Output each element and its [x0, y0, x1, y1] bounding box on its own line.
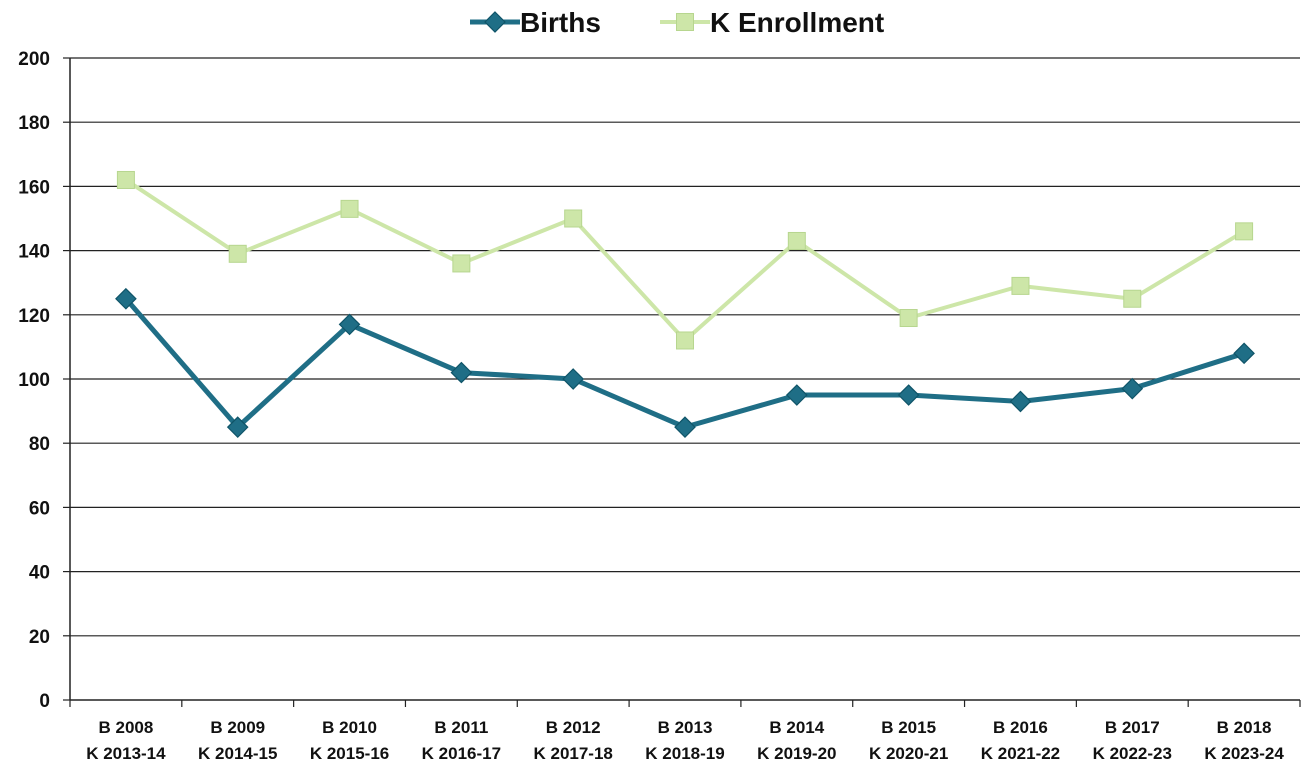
y-tick-label: 100: [18, 370, 50, 391]
data-point-k-enrollment: [564, 209, 583, 228]
axes: 0 20 40 60 80 100 120 140 160 180 200 B 2008 K 2013-…: [18, 49, 1301, 763]
y-tick-label: 20: [29, 627, 50, 648]
x-tick-label: B 2017: [1105, 718, 1160, 737]
legend-item: Births: [470, 7, 601, 38]
x-tick-label: K 2022-23: [1093, 744, 1172, 763]
series-k-enrollment: [116, 170, 1254, 350]
y-tick-label: 40: [29, 563, 50, 584]
y-tick-label: 160: [18, 177, 50, 198]
x-tick-label: B 2014: [769, 718, 824, 737]
y-tick-label: 180: [18, 113, 50, 134]
x-tick-label: B 2012: [546, 718, 601, 737]
x-tick-label: B 2009: [210, 718, 265, 737]
data-point-k-enrollment: [787, 231, 806, 250]
y-tick-label: 0: [39, 691, 50, 712]
data-point-k-enrollment: [452, 254, 471, 273]
data-point-k-enrollment: [1123, 289, 1142, 308]
gridlines: [70, 57, 1300, 637]
x-tick-label: K 2017-18: [533, 744, 612, 763]
data-point-births: [897, 384, 920, 406]
data-point-k-enrollment: [1235, 222, 1254, 241]
series-births: [115, 287, 1255, 438]
data-point-births: [226, 416, 249, 438]
legend-label: Births: [520, 7, 601, 38]
y-tick-label: 60: [29, 498, 50, 519]
x-tick-label: K 2018-19: [645, 744, 724, 763]
data-point-k-enrollment: [676, 331, 694, 350]
x-tick-label: K 2013-14: [86, 744, 166, 763]
x-tick-label: K 2023-24: [1204, 744, 1284, 763]
x-tick-label: K 2015-16: [310, 744, 389, 763]
data-point-births: [1121, 377, 1144, 400]
data-point-k-enrollment: [899, 309, 918, 328]
legend-label: K Enrollment: [710, 7, 884, 38]
data-point-births: [450, 361, 473, 384]
data-point-births: [1009, 390, 1032, 413]
series-line: [124, 297, 1245, 430]
x-tick-label: K 2014-15: [198, 744, 277, 763]
y-tick-label: 120: [18, 306, 50, 327]
data-point-births: [674, 416, 696, 438]
legend-marker: [676, 13, 694, 31]
y-tick-label: 80: [29, 434, 50, 455]
x-tick-label: K 2019-20: [757, 744, 836, 763]
x-tick-label: B 2008: [98, 718, 153, 737]
data-point-births: [1233, 342, 1255, 365]
series-line: [124, 178, 1246, 343]
x-tick-label: B 2016: [993, 718, 1048, 737]
data-point-k-enrollment: [1011, 276, 1030, 295]
x-tick-label: K 2016-17: [422, 744, 501, 763]
x-tick-label: B 2010: [322, 718, 377, 737]
data-point-births: [338, 313, 361, 336]
legend-item: K Enrollment: [660, 7, 884, 38]
data-point-births: [562, 368, 585, 390]
series-lines: [115, 170, 1255, 438]
x-tick-label: K 2021-22: [981, 744, 1060, 763]
data-point-k-enrollment: [228, 244, 247, 263]
x-tick-label: B 2018: [1217, 718, 1272, 737]
x-tick-label: B 2011: [434, 718, 488, 737]
data-point-k-enrollment: [116, 170, 135, 189]
x-tick-label: K 2020-21: [869, 744, 948, 763]
x-tick-label: B 2013: [658, 718, 713, 737]
data-point-k-enrollment: [340, 199, 359, 218]
legend-marker: [484, 11, 506, 33]
data-point-births: [115, 287, 137, 310]
x-tick-label: B 2015: [881, 718, 936, 737]
y-tick-label: 200: [18, 49, 50, 70]
y-tick-label: 140: [18, 242, 50, 263]
legend: Births K Enrollment: [470, 7, 884, 38]
data-point-births: [785, 384, 808, 406]
